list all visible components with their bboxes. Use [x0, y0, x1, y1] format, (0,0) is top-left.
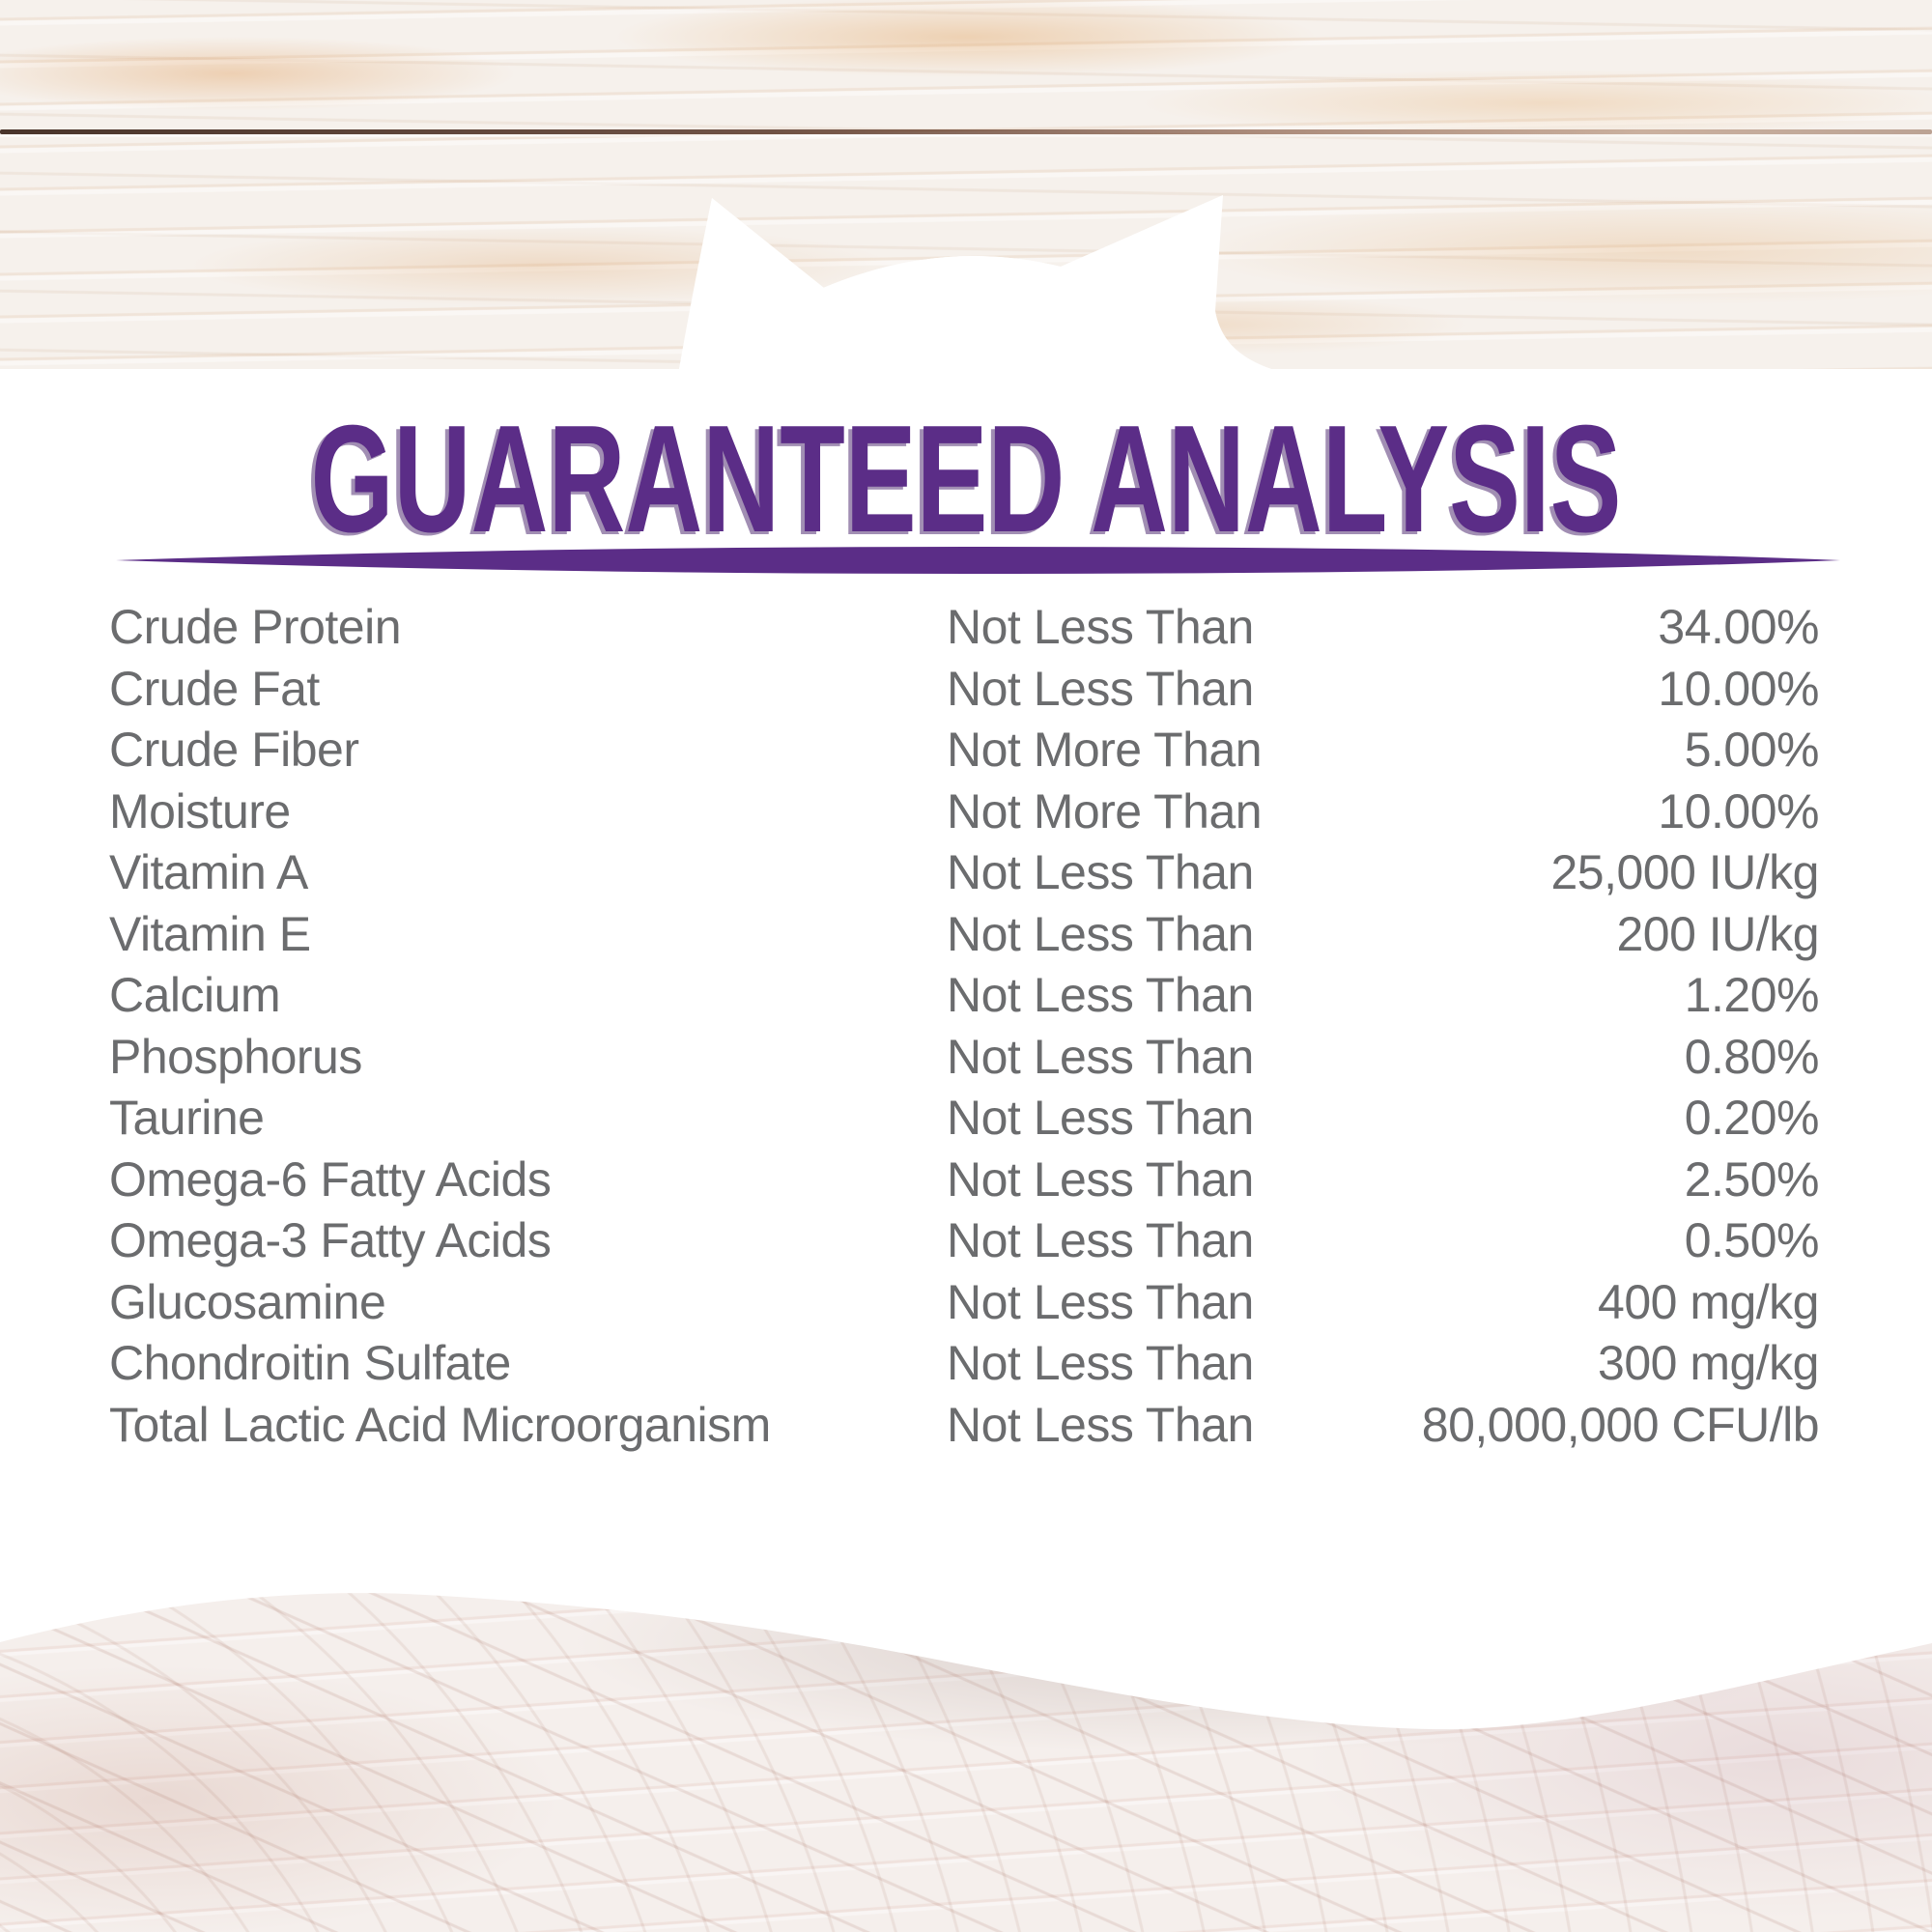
- qualifier: Not Less Than: [947, 1336, 1254, 1390]
- analysis-table: Crude Protein Not Less Than 34.00% Crude…: [109, 597, 1820, 1457]
- value: 1.20%: [1684, 968, 1820, 1022]
- qualifier: Not More Than: [947, 783, 1263, 838]
- value: 300 mg/kg: [1598, 1336, 1819, 1390]
- qualifier: Not Less Than: [947, 661, 1254, 716]
- nutrient-name: Crude Fat: [109, 661, 320, 716]
- title-block: GUARANTEED ANALYSIS GUARANTEED ANALYSIS: [116, 394, 1840, 574]
- qualifier: Not Less Than: [947, 1397, 1254, 1452]
- table-row: Calcium Not Less Than 1.20%: [109, 965, 1820, 1027]
- table-row: Vitamin E Not Less Than 200 IU/kg: [109, 904, 1820, 966]
- qualifier: Not Less Than: [947, 600, 1254, 654]
- table-row: Glucosamine Not Less Than 400 mg/kg: [109, 1272, 1820, 1334]
- nutrient-name: Phosphorus: [109, 1029, 362, 1084]
- qualifier: Not Less Than: [947, 968, 1254, 1022]
- table-row: Moisture Not More Than 10.00%: [109, 781, 1820, 843]
- qualifier: Not More Than: [947, 723, 1263, 777]
- page-title: GUARANTEED ANALYSIS: [311, 394, 1622, 564]
- nutrient-name: Calcium: [109, 968, 281, 1022]
- value: 25,000 IU/kg: [1550, 845, 1819, 899]
- qualifier: Not Less Than: [947, 845, 1254, 899]
- qualifier: Not Less Than: [947, 1213, 1254, 1267]
- value: 10.00%: [1658, 661, 1819, 716]
- qualifier: Not Less Than: [947, 1274, 1254, 1329]
- nutrient-name: Vitamin A: [109, 845, 308, 899]
- value: 5.00%: [1684, 723, 1820, 777]
- wood-top-background: [0, 0, 1932, 369]
- nutrient-name: Omega-3 Fatty Acids: [109, 1213, 552, 1267]
- nutrient-name: Crude Fiber: [109, 723, 359, 777]
- qualifier: Not Less Than: [947, 1091, 1254, 1145]
- table-row: Omega-6 Fatty Acids Not Less Than 2.50%: [109, 1150, 1820, 1211]
- nutrient-name: Moisture: [109, 783, 291, 838]
- table-row: Chondroitin Sulfate Not Less Than 300 mg…: [109, 1333, 1820, 1395]
- nutrient-name: Omega-6 Fatty Acids: [109, 1151, 552, 1207]
- nutrient-name: Glucosamine: [109, 1274, 386, 1329]
- value: 0.20%: [1684, 1091, 1820, 1145]
- cat-ears-silhouette: [679, 195, 1271, 369]
- nutrient-name: Chondroitin Sulfate: [109, 1336, 511, 1390]
- qualifier: Not Less Than: [947, 1029, 1254, 1084]
- wood-bottom-background: [0, 1492, 1932, 1932]
- value: 200 IU/kg: [1616, 906, 1819, 961]
- qualifier: Not Less Than: [947, 906, 1254, 961]
- nutrient-name: Taurine: [109, 1091, 265, 1145]
- table-row: Omega-3 Fatty Acids Not Less Than 0.50%: [109, 1210, 1820, 1272]
- table-row: Phosphorus Not Less Than 0.80%: [109, 1027, 1820, 1089]
- value: 80,000,000 CFU/lb: [1421, 1397, 1820, 1452]
- value: 10.00%: [1658, 783, 1819, 838]
- plank-seam-highlight: [0, 134, 1932, 137]
- value: 2.50%: [1684, 1151, 1820, 1207]
- value: 34.00%: [1658, 600, 1819, 654]
- table-row: Crude Fiber Not More Than 5.00%: [109, 720, 1820, 781]
- value: 0.80%: [1684, 1029, 1820, 1084]
- value: 0.50%: [1684, 1213, 1820, 1267]
- cat-head-fill: [679, 195, 1271, 369]
- nutrient-name: Total Lactic Acid Microorganism: [109, 1397, 771, 1452]
- table-row: Vitamin A Not Less Than 25,000 IU/kg: [109, 842, 1820, 904]
- divider-swoosh: [116, 547, 1840, 574]
- nutrient-name: Vitamin E: [109, 906, 311, 961]
- table-row: Crude Fat Not Less Than 10.00%: [109, 659, 1820, 721]
- nutrient-name: Crude Protein: [109, 600, 402, 654]
- table-row: Crude Protein Not Less Than 34.00%: [109, 597, 1820, 659]
- table-row: Total Lactic Acid Microorganism Not Less…: [109, 1395, 1820, 1457]
- plank-seam: [0, 129, 1932, 134]
- qualifier: Not Less Than: [947, 1151, 1254, 1207]
- value: 400 mg/kg: [1598, 1274, 1819, 1329]
- table-row: Taurine Not Less Than 0.20%: [109, 1088, 1820, 1150]
- page-title-shadow: GUARANTEED ANALYSIS: [307, 397, 1618, 567]
